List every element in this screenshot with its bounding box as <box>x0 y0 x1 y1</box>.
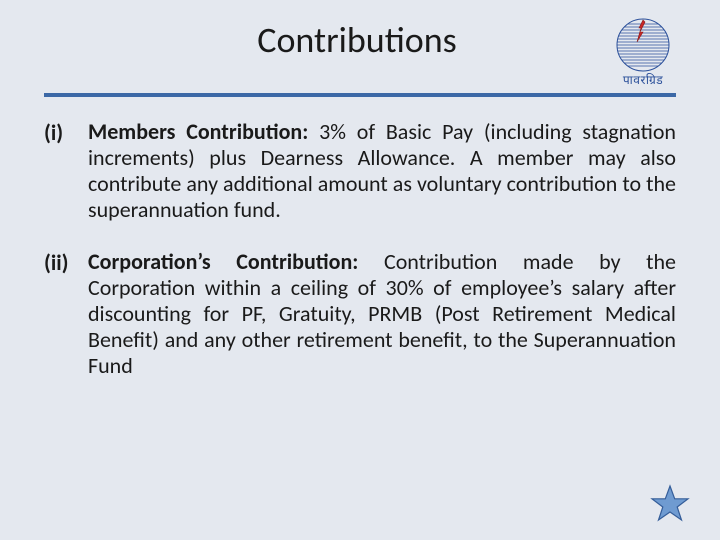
item-label: Corporation’s Contribution: <box>88 248 358 275</box>
list-item: (i) Members Contribution: 3% of Basic Pa… <box>44 119 676 223</box>
content-list: (i) Members Contribution: 3% of Basic Pa… <box>44 119 676 379</box>
slide: Contributions <box>0 0 720 540</box>
item-marker: (i) <box>44 119 88 223</box>
item-body: Members Contribution: 3% of Basic Pay (i… <box>88 119 676 223</box>
logo: पावरग्रिड <box>610 18 676 89</box>
item-label: Members Contribution: <box>88 118 308 145</box>
page-title: Contributions <box>44 18 610 62</box>
header-row: Contributions <box>44 18 676 89</box>
divider <box>44 93 676 97</box>
logo-text: पावरग्रिड <box>623 73 663 89</box>
item-marker: (ii) <box>44 249 88 379</box>
item-body: Corporation’s Contribution: Contribution… <box>88 249 676 379</box>
star-icon <box>650 484 690 524</box>
powergrid-logo-icon <box>616 18 670 72</box>
list-item: (ii) Corporation’s Contribution: Contrib… <box>44 249 676 379</box>
